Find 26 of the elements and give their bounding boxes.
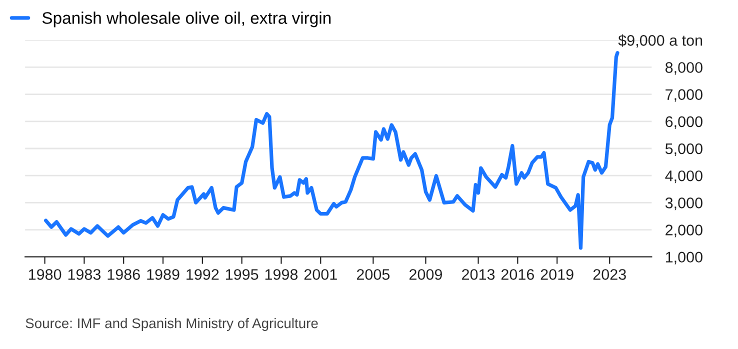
x-tick-label: 1980 — [28, 269, 62, 280]
y-tick-label: 2,000 — [666, 224, 702, 238]
y-tick-label: 6,000 — [666, 116, 702, 129]
x-tick-label: 1983 — [68, 269, 101, 280]
x-tick-label: 1998 — [265, 269, 298, 280]
y-tick-label: 5,000 — [665, 143, 702, 156]
y-tick-label: 1,000 — [666, 252, 702, 264]
y-tick-label: 7,000 — [666, 89, 702, 102]
x-tick-label: 2016 — [501, 269, 534, 280]
x-tick-label: 2023 — [593, 269, 626, 280]
y-tick-label: 8,000 — [665, 62, 702, 75]
x-tick-label: 1995 — [226, 269, 258, 280]
x-tick-label: 1986 — [108, 269, 140, 280]
y-tick-label: 3,000 — [665, 198, 702, 210]
x-tick-label: 1992 — [186, 269, 219, 280]
y-tick-label: 4,000 — [665, 170, 702, 184]
y-tick-label: $9,000 a ton — [618, 34, 702, 48]
x-tick-label: 2001 — [304, 269, 337, 280]
x-tick-label: 2005 — [356, 269, 390, 280]
x-tick-label: 2019 — [540, 269, 574, 280]
line-series — [44, 51, 620, 250]
source-note: Source: IMF and Spanish Ministry of Agriculture — [26, 318, 318, 331]
x-tick-label: 2009 — [410, 269, 442, 280]
x-tick-label: 1989 — [147, 269, 180, 280]
legend-label: Spanish wholesale olive oil, extra virgin — [42, 12, 331, 28]
x-tick-label: 2013 — [462, 269, 495, 280]
